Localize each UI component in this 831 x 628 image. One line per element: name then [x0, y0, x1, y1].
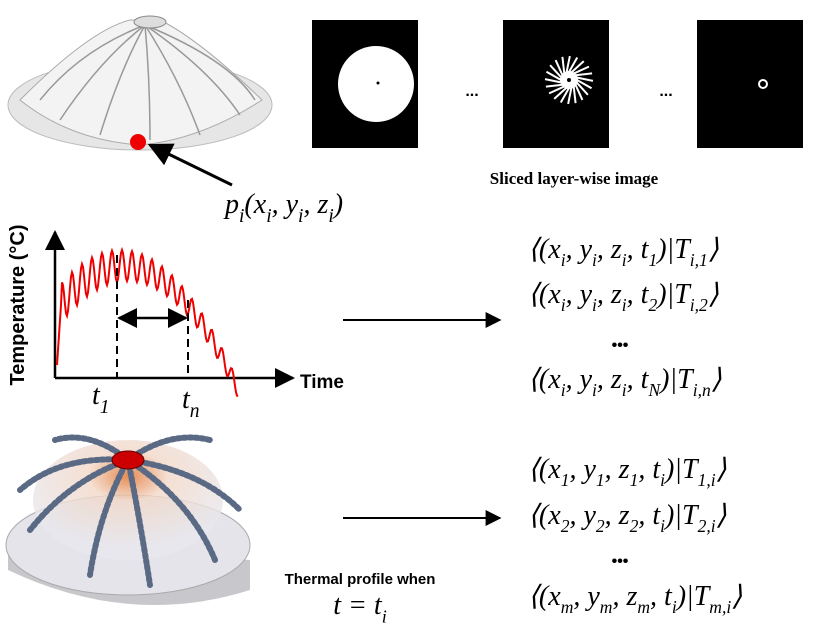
formula: ⟨(x2​, y2​, z2​, ti​)|T2,i​⟩: [528, 500, 727, 536]
formula-subscript: i,n: [693, 380, 711, 400]
formula: t = ti​: [333, 590, 387, 626]
formula-text: , t: [627, 364, 650, 395]
formula-subscript: 1: [561, 470, 570, 490]
formula: t1​: [92, 380, 110, 418]
formula-text: , y: [272, 189, 299, 220]
formula-subscript: 1: [648, 250, 657, 270]
impeller-model: [8, 16, 272, 185]
formula-text: ⟩: [731, 581, 742, 612]
formula-text: ): [332, 189, 343, 220]
formula-text: ⟨(x: [528, 500, 561, 531]
thermal-model: [6, 438, 250, 606]
formula: ⟨(xm​, ym​, zm​, ti​)|Tm,i​⟩: [528, 581, 742, 617]
formula-text: , z: [597, 234, 622, 265]
formula-text: , z: [612, 581, 637, 612]
formula-subscript: 1: [630, 470, 639, 490]
formula-subscript: 2: [561, 516, 570, 536]
formula-text: , t: [627, 279, 650, 310]
formula-subscript: i,1: [690, 250, 708, 270]
thermal-caption: Thermal profile when: [285, 571, 436, 588]
formula-subscript: 2,i: [698, 516, 716, 536]
formula-text: ⟩: [711, 364, 722, 395]
formula-text: )|T: [655, 234, 692, 265]
formula-subscript: i,2: [690, 295, 708, 315]
ellipsis: ...: [465, 83, 478, 100]
formula-text: , y: [569, 500, 596, 531]
formula-text: ⟨(x: [528, 279, 561, 310]
y-axis-label: Temperature (°C): [7, 225, 29, 386]
ellipsis: ...: [659, 83, 672, 100]
formula-text: ⟨(x: [528, 454, 561, 485]
formula-text: , y: [566, 364, 593, 395]
formula-text: ⟩: [708, 279, 719, 310]
formula-text: p: [223, 189, 239, 220]
formula-text: )|T: [675, 581, 712, 612]
formula-text: )|T: [663, 454, 700, 485]
formula-subscript: m,i: [709, 597, 731, 617]
formula-text: , z: [303, 189, 328, 220]
formula-text: , y: [566, 279, 593, 310]
formula-text: ⟨(x: [528, 364, 561, 395]
formula-text: ⟩: [716, 454, 727, 485]
formula-text: , z: [605, 454, 630, 485]
ellipsis: •••: [612, 553, 629, 570]
formula-text: (x: [244, 189, 266, 220]
formula-subscript: 2: [596, 516, 605, 536]
formula-subscript: 2: [648, 295, 657, 315]
formula-subscript: 1: [100, 397, 110, 418]
formula-text: )|T: [655, 279, 692, 310]
formula-text: t = t: [333, 590, 383, 621]
formula-text: , z: [605, 500, 630, 531]
formula: ⟨(x1​, y1​, z1​, ti​)|T1,i​⟩: [528, 454, 727, 490]
formula: ⟨(xi​, yi​, zi​, t2​)|Ti,2​⟩: [528, 279, 719, 315]
diagram: ... ... Sliced layer-wise image Temperat…: [0, 0, 831, 628]
ellipsis: •••: [612, 337, 629, 354]
formula-text: , t: [627, 234, 650, 265]
formula-text: , z: [597, 364, 622, 395]
formula: tn​: [182, 384, 200, 422]
formula: ⟨(xi​, yi​, zi​, t1​)|Ti,1​⟩: [528, 234, 719, 270]
formula-subscript: m: [561, 597, 574, 617]
formula-text: ⟨(x: [528, 581, 561, 612]
formula-text: , t: [638, 500, 661, 531]
formula-text: ⟩: [708, 234, 719, 265]
formula-subscript: n: [190, 401, 200, 422]
formula: pi​(xi​, yi​, zi​): [223, 189, 343, 227]
formula-text: , y: [569, 454, 596, 485]
formula-text: , t: [638, 454, 661, 485]
formula-text: , z: [597, 279, 622, 310]
formula-text: ⟨(x: [528, 234, 561, 265]
formula-text: , y: [566, 234, 593, 265]
formula-text: , y: [573, 581, 600, 612]
slice-caption: Sliced layer-wise image: [490, 169, 659, 188]
formula-text: )|T: [663, 500, 700, 531]
formula-subscript: 1: [596, 470, 605, 490]
formula-subscript: m: [637, 597, 650, 617]
formula-text: ⟩: [716, 500, 727, 531]
formula-subscript: 2: [630, 516, 639, 536]
x-axis-label: Time: [300, 372, 344, 393]
slice-images: [312, 20, 803, 148]
formula-subscript: m: [600, 597, 613, 617]
formula: ⟨(xi​, yi​, zi​, tN​)|Ti,n​⟩: [528, 364, 722, 400]
formula-subscript: 1,i: [698, 470, 716, 490]
temperature-sketch: [55, 232, 293, 396]
formula-text: , t: [650, 581, 673, 612]
formula-text: )|T: [658, 364, 695, 395]
